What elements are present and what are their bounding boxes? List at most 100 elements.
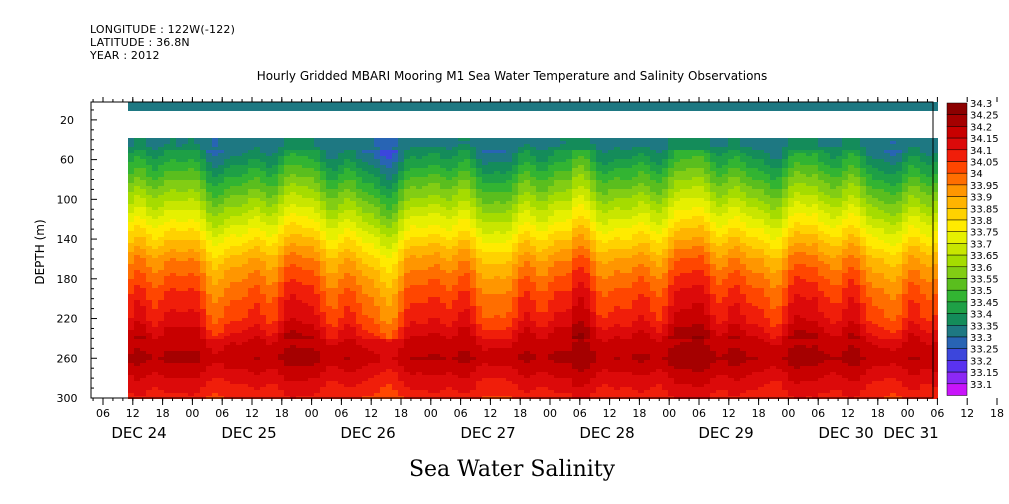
salinity-cell <box>386 381 392 384</box>
salinity-cell <box>356 291 362 294</box>
salinity-cell <box>440 165 446 168</box>
salinity-cell <box>326 285 332 288</box>
salinity-cell <box>368 348 374 351</box>
salinity-cell <box>176 165 182 168</box>
salinity-cell <box>128 327 134 330</box>
salinity-cell <box>188 207 194 210</box>
salinity-cell <box>224 285 230 288</box>
salinity-cell <box>266 168 272 171</box>
salinity-cell <box>434 255 440 258</box>
salinity-cell <box>296 255 302 258</box>
salinity-cell <box>356 288 362 291</box>
salinity-cell <box>434 321 440 324</box>
salinity-cell <box>452 258 458 261</box>
salinity-cell <box>278 147 284 150</box>
salinity-cell <box>314 201 320 204</box>
salinity-cell <box>188 255 194 258</box>
salinity-cell <box>296 345 302 348</box>
salinity-cell <box>218 231 224 234</box>
salinity-cell <box>290 348 296 351</box>
salinity-cell <box>176 162 182 165</box>
salinity-cell <box>368 183 374 186</box>
salinity-cell <box>320 309 326 312</box>
salinity-cell <box>242 102 248 105</box>
salinity-cell <box>194 360 200 363</box>
salinity-cell <box>182 303 188 306</box>
salinity-cell <box>326 186 332 189</box>
salinity-cell <box>440 210 446 213</box>
salinity-cell <box>140 375 146 378</box>
salinity-cell <box>212 360 218 363</box>
salinity-cell <box>236 174 242 177</box>
salinity-cell <box>236 276 242 279</box>
salinity-cell <box>314 351 320 354</box>
salinity-cell <box>398 213 404 216</box>
salinity-cell <box>434 279 440 282</box>
salinity-cell <box>398 315 404 318</box>
salinity-cell <box>314 330 320 333</box>
salinity-cell <box>362 108 368 111</box>
salinity-cell <box>188 231 194 234</box>
salinity-cell <box>146 369 152 372</box>
salinity-cell <box>176 204 182 207</box>
salinity-cell <box>272 327 278 330</box>
salinity-cell <box>452 213 458 216</box>
salinity-cell <box>224 342 230 345</box>
salinity-cell <box>404 243 410 246</box>
salinity-cell <box>446 381 452 384</box>
salinity-cell <box>368 159 374 162</box>
salinity-cell <box>344 348 350 351</box>
salinity-cell <box>284 231 290 234</box>
salinity-cell <box>392 348 398 351</box>
salinity-cell <box>170 153 176 156</box>
salinity-cell <box>128 381 134 384</box>
salinity-cell <box>374 108 380 111</box>
salinity-cell <box>236 246 242 249</box>
salinity-cell <box>272 240 278 243</box>
salinity-cell <box>128 147 134 150</box>
salinity-cell <box>374 270 380 273</box>
salinity-cell <box>284 192 290 195</box>
salinity-cell <box>200 216 206 219</box>
salinity-cell <box>248 219 254 222</box>
salinity-cell <box>176 339 182 342</box>
salinity-cell <box>218 369 224 372</box>
salinity-cell <box>140 291 146 294</box>
salinity-cell <box>362 141 368 144</box>
salinity-cell <box>218 294 224 297</box>
salinity-cell <box>344 330 350 333</box>
salinity-cell <box>236 150 242 153</box>
salinity-cell <box>218 351 224 354</box>
salinity-cell <box>182 210 188 213</box>
salinity-cell <box>362 249 368 252</box>
salinity-cell <box>266 294 272 297</box>
salinity-cell <box>458 213 464 216</box>
salinity-cell <box>146 336 152 339</box>
salinity-cell <box>398 258 404 261</box>
salinity-cell <box>146 300 152 303</box>
salinity-cell <box>230 228 236 231</box>
salinity-cell <box>140 147 146 150</box>
salinity-cell <box>266 378 272 381</box>
salinity-cell <box>224 237 230 240</box>
salinity-cell <box>422 393 428 396</box>
salinity-cell <box>278 345 284 348</box>
salinity-cell <box>230 105 236 108</box>
salinity-cell <box>416 246 422 249</box>
salinity-cell <box>332 243 338 246</box>
salinity-cell <box>380 312 386 315</box>
salinity-cell <box>212 234 218 237</box>
salinity-cell <box>296 300 302 303</box>
salinity-cell <box>386 309 392 312</box>
salinity-cell <box>212 159 218 162</box>
salinity-cell <box>194 255 200 258</box>
salinity-cell <box>422 252 428 255</box>
salinity-cell <box>182 345 188 348</box>
salinity-cell <box>206 105 212 108</box>
salinity-cell <box>218 234 224 237</box>
salinity-cell <box>230 357 236 360</box>
salinity-cell <box>194 234 200 237</box>
salinity-cell <box>410 330 416 333</box>
salinity-cell <box>206 237 212 240</box>
salinity-cell <box>236 231 242 234</box>
